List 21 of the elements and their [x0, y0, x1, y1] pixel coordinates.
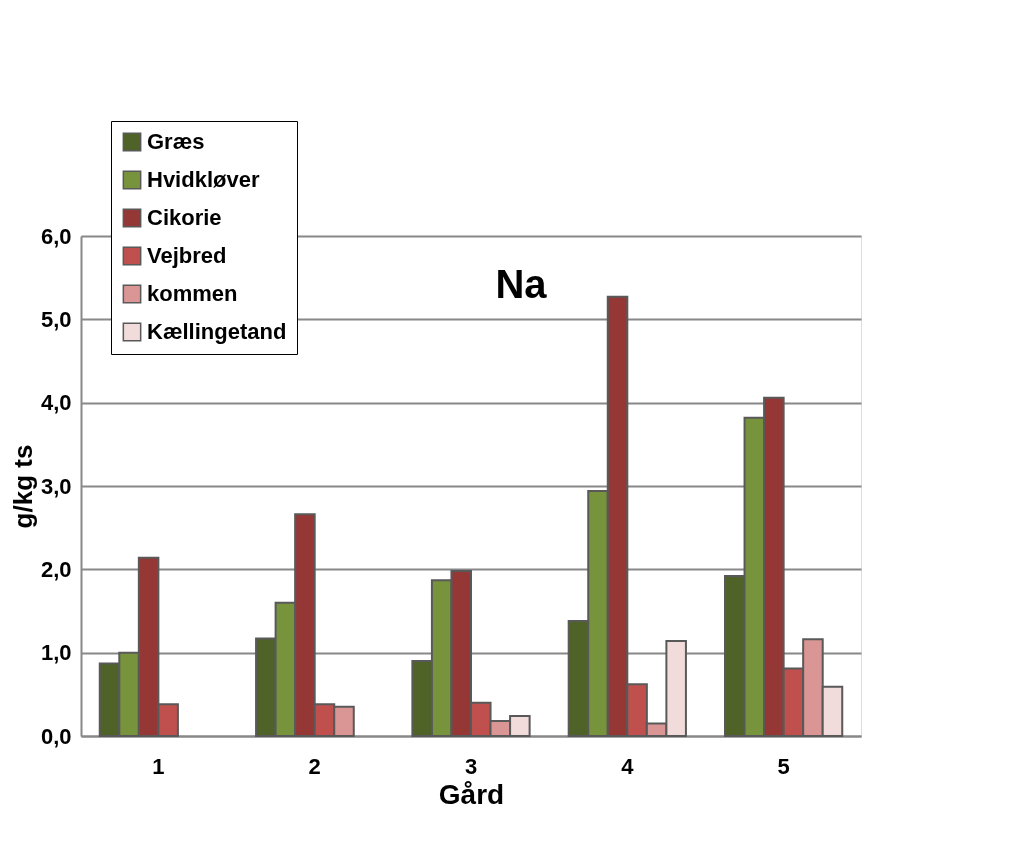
- y-tick-label: 1,0: [40, 640, 72, 666]
- y-axis-title: g/kg ts: [7, 444, 38, 529]
- y-tick-label: 4,0: [40, 390, 72, 416]
- y-tick-label: 0,0: [40, 723, 72, 749]
- y-tick-label: 5,0: [40, 306, 72, 332]
- legend-label: Græs: [147, 129, 205, 154]
- x-tick-label: 4: [621, 753, 635, 779]
- x-tick-label: 5: [777, 753, 790, 779]
- legend-label: Hvidkløver: [147, 167, 260, 192]
- legend-label: kommen: [147, 281, 238, 306]
- y-tick-label: 6,0: [40, 223, 72, 249]
- x-tick-label: 3: [464, 753, 478, 779]
- legend-label: Kællingetand: [147, 319, 287, 344]
- legend-label: Cikorie: [147, 205, 222, 230]
- y-tick-label: 3,0: [40, 473, 72, 499]
- y-tick-label: 2,0: [40, 556, 72, 582]
- x-axis-title: Gård: [438, 778, 505, 810]
- text: Na: [495, 262, 548, 306]
- x-tick-label: 2: [308, 753, 321, 779]
- legend-label: Vejbred: [147, 243, 227, 268]
- x-tick-label: 1: [152, 753, 165, 779]
